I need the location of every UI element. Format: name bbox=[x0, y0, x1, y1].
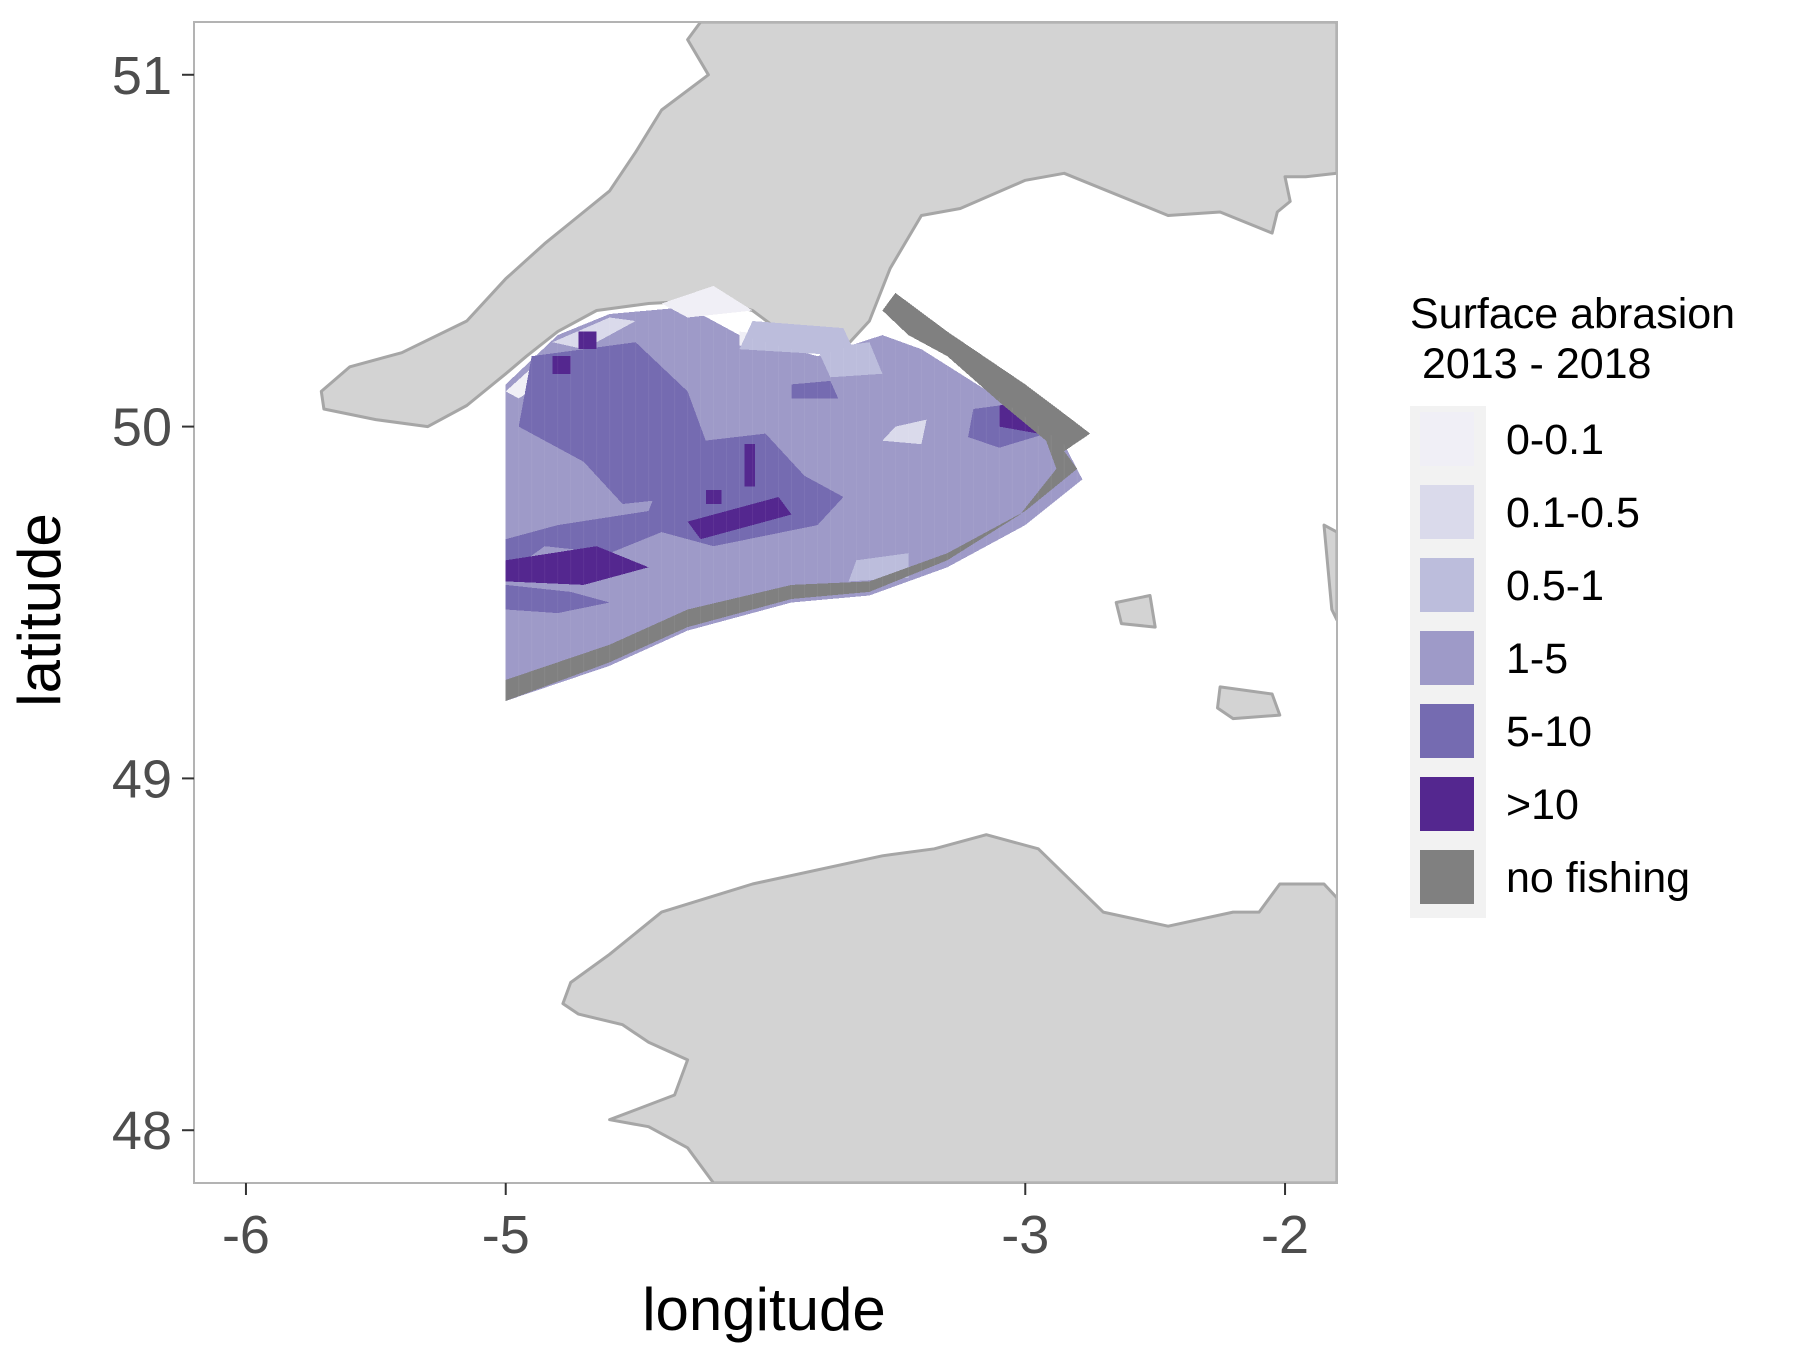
x-axis: -6 -5 -3 -2 bbox=[222, 1183, 1309, 1265]
abrasion-patch-5-10 bbox=[518, 342, 714, 504]
land-cotentin bbox=[1322, 523, 1337, 622]
x-tick-label: -6 bbox=[222, 1205, 270, 1265]
legend-key-label: 1-5 bbox=[1506, 635, 1568, 683]
abrasion-patch-0-5-1 bbox=[817, 342, 883, 378]
map-panel bbox=[193, 21, 1338, 1184]
x-tick-label: -5 bbox=[482, 1205, 530, 1265]
legend: Surface abrasion 2013 - 2018 0-0.1 0.1-0.… bbox=[1410, 290, 1735, 918]
y-axis: 51 50 49 48 bbox=[112, 46, 194, 1161]
x-axis-title: longitude bbox=[642, 1276, 886, 1343]
abrasion-patch--10 bbox=[578, 331, 597, 350]
y-tick-label: 51 bbox=[112, 46, 172, 106]
land-layer bbox=[319, 22, 1337, 1183]
legend-key-label: 0.5-1 bbox=[1506, 562, 1604, 610]
legend-key-swatch bbox=[1420, 631, 1474, 685]
legend-key-label: 0-0.1 bbox=[1506, 416, 1604, 464]
legend-key-swatch bbox=[1420, 704, 1474, 758]
land-jersey bbox=[1216, 685, 1282, 721]
legend-key-swatch bbox=[1420, 777, 1474, 831]
abrasion-patch--10 bbox=[687, 497, 792, 540]
legend-key-swatch bbox=[1420, 412, 1474, 466]
y-tick-label: 49 bbox=[112, 749, 172, 809]
legend-key-swatch bbox=[1420, 558, 1474, 612]
legend-items: 0-0.1 0.1-0.5 0.5-1 1-5 5-10 >10 no fishing bbox=[1420, 412, 1690, 904]
abrasion-patch-0-0-1 bbox=[661, 285, 753, 318]
abrasion-patch--10 bbox=[552, 356, 571, 374]
land-guernsey bbox=[1114, 594, 1157, 629]
abrasion-patch-5-10 bbox=[505, 584, 610, 614]
abrasion-patch--10 bbox=[705, 489, 722, 504]
legend-title-line2: 2013 - 2018 bbox=[1410, 340, 1651, 388]
x-tick-label: -3 bbox=[1001, 1205, 1049, 1265]
abrasion-patch-5-10 bbox=[505, 433, 844, 575]
land-brittany bbox=[561, 833, 1337, 1183]
y-axis-title: latitude bbox=[6, 513, 73, 706]
abrasion-layer bbox=[505, 285, 1091, 701]
abrasion-patch-0-1-0-5 bbox=[882, 419, 927, 445]
abrasion-patch-0-5-1 bbox=[739, 321, 857, 357]
legend-key-swatch bbox=[1420, 850, 1474, 904]
legend-key-label: >10 bbox=[1506, 781, 1579, 829]
abrasion-patch-no-fishing bbox=[505, 292, 1091, 701]
y-tick-label: 48 bbox=[112, 1101, 172, 1161]
abrasion-patch-5-10 bbox=[791, 380, 839, 399]
land-england bbox=[319, 22, 1337, 429]
legend-key-swatch bbox=[1420, 485, 1474, 539]
abrasion-patch--10 bbox=[744, 444, 756, 487]
legend-key-label: no fishing bbox=[1506, 854, 1690, 902]
x-tick-label: -2 bbox=[1261, 1205, 1309, 1265]
y-tick-label: 50 bbox=[112, 398, 172, 458]
panel-border bbox=[193, 21, 1338, 1184]
legend-key-label: 0.1-0.5 bbox=[1506, 489, 1640, 537]
legend-key-label: 5-10 bbox=[1506, 708, 1592, 756]
abrasion-patch--10 bbox=[505, 546, 649, 585]
legend-title-line1: Surface abrasion bbox=[1410, 290, 1735, 338]
